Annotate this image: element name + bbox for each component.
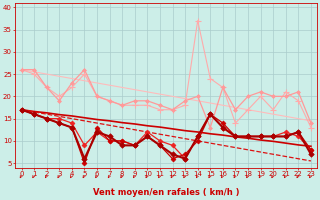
X-axis label: Vent moyen/en rafales ( km/h ): Vent moyen/en rafales ( km/h ) [93, 188, 239, 197]
